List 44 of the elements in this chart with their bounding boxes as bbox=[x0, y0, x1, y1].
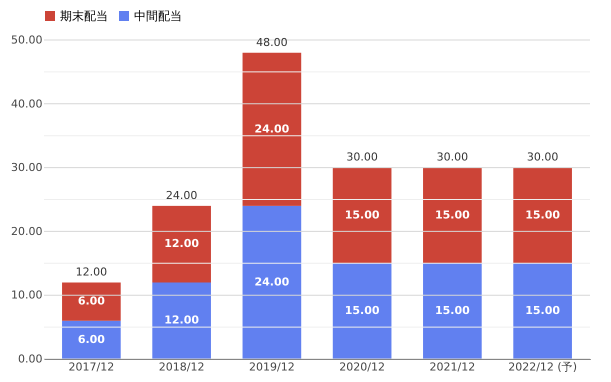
bar bbox=[332, 168, 392, 264]
bar bbox=[62, 282, 121, 321]
data-label: 6.00 bbox=[78, 332, 106, 346]
x-tick-label: 2019/12 bbox=[249, 360, 295, 374]
data-label: 24.00 bbox=[254, 122, 290, 136]
bar bbox=[62, 320, 121, 359]
legend-label: 期末配当 bbox=[60, 9, 108, 23]
data-label: 15.00 bbox=[344, 208, 380, 222]
x-tick-label: 2021/12 bbox=[430, 360, 476, 374]
bar bbox=[513, 168, 572, 264]
bar bbox=[152, 282, 211, 359]
x-tick-label: 2018/12 bbox=[158, 360, 204, 374]
y-tick-label: 50.00 bbox=[11, 34, 42, 46]
data-label: 6.00 bbox=[78, 294, 106, 308]
bar bbox=[242, 52, 302, 206]
total-label: 48.00 bbox=[256, 36, 288, 49]
x-tick-label: 2020/12 bbox=[339, 360, 385, 374]
x-tick-label: 2022/12 (予) bbox=[508, 360, 578, 374]
data-label: 15.00 bbox=[344, 304, 380, 318]
x-tick-label: 2017/12 bbox=[68, 360, 114, 374]
y-tick-label: 20.00 bbox=[11, 224, 42, 238]
bar bbox=[423, 168, 482, 264]
data-label: 15.00 bbox=[434, 208, 470, 222]
y-tick-label: 30.00 bbox=[11, 161, 42, 174]
data-label: 15.00 bbox=[525, 208, 560, 222]
data-label: 12.00 bbox=[164, 314, 200, 327]
y-tick-label: 0.00 bbox=[18, 352, 42, 366]
bar bbox=[242, 206, 302, 359]
data-label: 12.00 bbox=[164, 237, 200, 250]
bar bbox=[332, 263, 392, 359]
data-label: 24.00 bbox=[254, 275, 290, 288]
data-label: 15.00 bbox=[525, 304, 560, 318]
total-label: 12.00 bbox=[76, 265, 108, 278]
bar bbox=[423, 263, 482, 359]
data-label: 15.00 bbox=[434, 304, 470, 318]
total-label: 30.00 bbox=[436, 150, 468, 164]
legend-label: 中間配当 bbox=[134, 9, 182, 23]
y-tick-label: 40.00 bbox=[11, 97, 42, 110]
total-label: 30.00 bbox=[526, 150, 558, 164]
bar bbox=[513, 263, 572, 359]
total-label: 24.00 bbox=[166, 188, 198, 202]
y-tick-label: 10.00 bbox=[11, 288, 42, 302]
total-label: 30.00 bbox=[346, 150, 378, 164]
bar bbox=[152, 206, 211, 282]
